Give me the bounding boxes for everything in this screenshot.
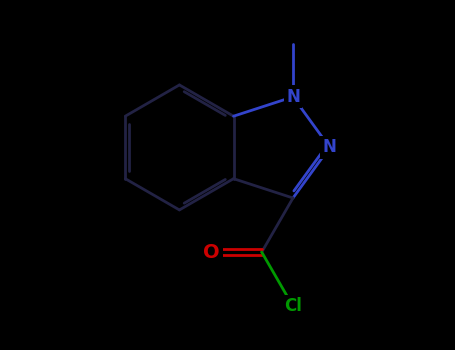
Text: O: O — [203, 243, 220, 261]
Text: N: N — [286, 88, 300, 106]
Text: Cl: Cl — [284, 297, 302, 315]
Text: N: N — [323, 139, 337, 156]
